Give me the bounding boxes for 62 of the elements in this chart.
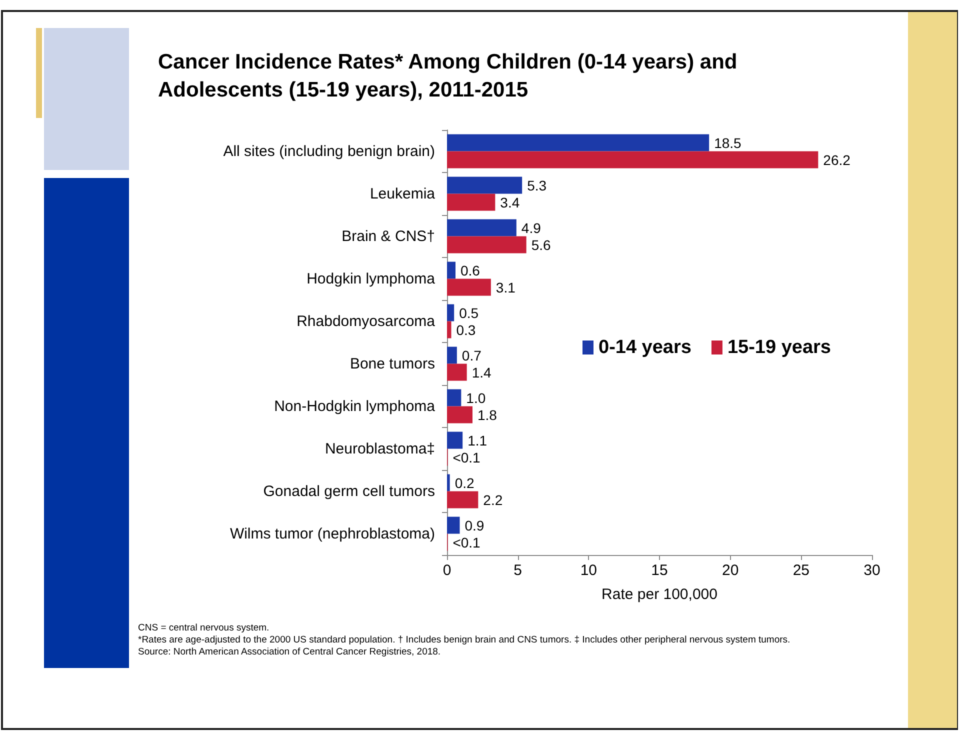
text: *Rates are age-adjusted to the 2000 US standard population. † Includes benign brain and CNS tumors. ‡ Includes other peripheral nervous system tumors. [138,634,790,646]
y-tick-label: Rhabdomyosarcoma [296,312,436,330]
data-label: 1.8 [478,406,498,423]
y-tick-label: All sites (including benign brain) [223,142,436,160]
data-label: 0.6 [460,262,480,278]
data-label: 1.4 [472,364,492,380]
y-tick-label: Brain & CNS† [342,228,435,245]
x-tick-label: 30 [864,562,880,579]
source-note: Source: North American Association of Central Cancer Registries, 2018. [138,646,441,658]
data-label: <0.1 [452,449,481,466]
data-label: 1.0 [466,390,486,406]
legend-label: 0-14 years [598,337,692,358]
x-tick-label: 0 [442,562,452,579]
data-label: 4.9 [521,220,542,236]
bar [447,278,491,296]
data-label: 1.1 [468,432,488,448]
x-tick-label: 5 [514,562,522,579]
y-tick-label: Wilms tumor (nephroblastoma) [230,525,435,542]
x-tick-label: 25 [792,562,810,579]
bar [447,236,526,254]
data-label: 2.2 [483,492,503,508]
x-axis-title: Rate per 100,000 [602,586,718,603]
bar [447,151,818,168]
bar [447,262,456,279]
y-tick-label: Non-Hodgkin lymphoma [274,398,436,415]
y-tick-label: Leukemia [370,185,436,202]
y-tick-label: Neuroblastoma‡ [324,440,435,458]
data-label: <0.1 [452,534,481,550]
bar [447,194,496,211]
data-label: 0.2 [454,474,475,491]
y-tick-label: Gonadal germ cell tumors [263,482,435,500]
data-label: 0.5 [459,304,479,321]
bar [447,432,463,449]
data-label: 3.1 [496,279,516,296]
bar [447,406,472,424]
bar [447,134,710,152]
bar [447,176,522,194]
bar [447,321,452,338]
bar [447,491,478,508]
bar [447,346,457,364]
data-label: 26.2 [823,152,851,168]
text: CNS = central nervous system. [138,622,270,634]
bar [447,389,462,406]
data-label: 0.9 [464,517,484,534]
y-tick-label: Hodgkin lymphoma [306,270,436,288]
bar [447,364,467,381]
data-label: 5.6 [531,236,552,253]
legend-label: 15-19 years [727,337,832,358]
x-tick-label: 15 [651,562,668,579]
chart-title: Cancer Incidence Rates* Among Children (0-14 years) and Adolescents (15-19 years), 2011-2015 [158,50,738,102]
bar [447,474,450,492]
bar [447,516,460,534]
bar [447,219,516,236]
bar [447,304,454,322]
data-label: 18.5 [714,134,742,151]
data-label: 0.7 [462,347,482,364]
data-label: 3.4 [500,194,520,210]
x-tick-label: 20 [722,562,739,579]
x-tick-label: 10 [580,562,598,579]
data-label: 0.3 [456,322,476,338]
data-label: 5.3 [527,177,547,194]
y-tick-label: Bone tumors [350,355,435,372]
